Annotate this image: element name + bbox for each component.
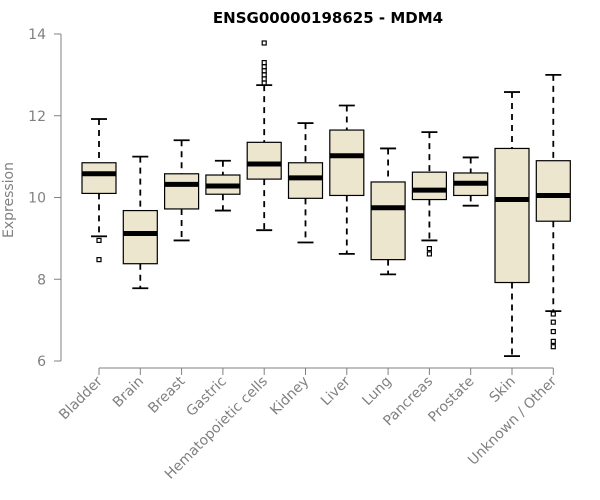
iqr-box bbox=[494, 147, 530, 284]
x-tick-label: Breast bbox=[145, 373, 189, 417]
boxes-group bbox=[81, 40, 571, 357]
box-gastric bbox=[205, 159, 241, 212]
outlier-point bbox=[550, 328, 556, 335]
y-tick-label: 10 bbox=[28, 191, 46, 207]
y-tick-label: 14 bbox=[28, 27, 46, 43]
box-brain bbox=[122, 155, 158, 290]
outlier-point bbox=[261, 72, 267, 78]
y-tick-label: 6 bbox=[37, 354, 46, 370]
outlier-point bbox=[261, 76, 267, 82]
outlier-point bbox=[550, 319, 556, 325]
box-bladder bbox=[81, 118, 117, 263]
outlier-point bbox=[550, 338, 556, 344]
box-liver bbox=[329, 104, 365, 255]
iqr-box bbox=[411, 171, 447, 201]
iqr-box bbox=[122, 209, 158, 265]
outlier-point bbox=[426, 245, 432, 252]
outlier-point bbox=[261, 64, 267, 70]
outlier-point bbox=[550, 311, 556, 317]
y-axis: 6 8 10 12 14 bbox=[28, 27, 62, 370]
iqr-box bbox=[370, 181, 406, 261]
box-lung bbox=[370, 147, 406, 276]
y-tick-label: 12 bbox=[28, 109, 46, 125]
iqr-box bbox=[287, 162, 324, 199]
box-breast bbox=[164, 139, 200, 242]
x-tick-label: Brain bbox=[110, 374, 147, 411]
x-tick-label: Prostate bbox=[425, 374, 477, 426]
outlier-point bbox=[550, 344, 556, 350]
iqr-box bbox=[81, 162, 117, 195]
x-tick-label: Liver bbox=[318, 373, 354, 409]
iqr-box bbox=[535, 160, 571, 222]
y-tick-label: 8 bbox=[37, 272, 46, 288]
box-skin bbox=[494, 91, 530, 357]
x-tick-label: Bladder bbox=[56, 373, 106, 423]
iqr-box bbox=[164, 173, 200, 210]
iqr-box bbox=[329, 129, 365, 197]
outlier-point bbox=[261, 60, 267, 66]
x-tick-label: Skin bbox=[486, 374, 518, 406]
box-pancreas bbox=[411, 131, 447, 257]
box-prostate bbox=[453, 156, 489, 207]
x-tick-label: Kidney bbox=[267, 374, 312, 419]
iqr-box bbox=[246, 141, 282, 180]
box-unknown-other bbox=[535, 73, 571, 350]
outlier-point bbox=[96, 257, 102, 263]
box-kidney bbox=[287, 122, 324, 244]
outlier-point bbox=[261, 80, 267, 86]
outlier-point bbox=[426, 251, 432, 257]
y-axis-label: Expression bbox=[1, 162, 17, 238]
outlier-point bbox=[261, 40, 267, 46]
box-hematopoietic-cells bbox=[246, 40, 282, 232]
chart-title: ENSG00000198625 - MDM4 bbox=[213, 9, 443, 27]
x-tick-label: Lung bbox=[359, 374, 394, 409]
outlier-point bbox=[96, 237, 102, 244]
outlier-point bbox=[261, 68, 267, 74]
